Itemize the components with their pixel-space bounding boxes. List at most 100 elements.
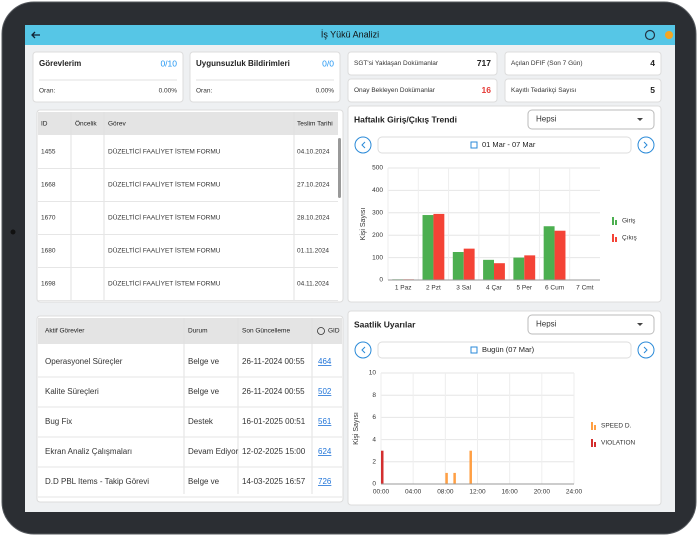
table-cell: 12-02-2025 15:00 <box>242 447 306 456</box>
panel <box>348 311 661 505</box>
bar <box>524 255 535 280</box>
table-cell: 27.10.2024 <box>297 182 330 189</box>
table-cell: Belge ve <box>188 477 220 486</box>
table-cell: DÜZELTİCİ FAALİYET İSTEM FORMU <box>108 213 221 222</box>
bar <box>513 258 524 280</box>
x-tick-label: 16:00 <box>502 489 519 496</box>
camera <box>11 230 16 235</box>
x-tick-label: 08:00 <box>437 489 454 496</box>
x-tick-label: 00:00 <box>373 489 390 496</box>
stat-label: Onay Bekleyen Dokümanlar <box>354 87 436 94</box>
y-tick-label: 100 <box>372 254 383 261</box>
gid-link[interactable]: 464 <box>318 357 332 366</box>
table-cell: 04.11.2024 <box>297 281 329 288</box>
table-cell: 26-11-2024 00:55 <box>242 387 305 396</box>
legend-label: Giriş <box>622 218 636 225</box>
y-tick-label: 0 <box>372 481 376 488</box>
y-tick-label: 300 <box>372 210 383 217</box>
card-value: 0/10 <box>160 58 177 68</box>
table-cell: 16-01-2025 00:51 <box>242 417 306 426</box>
table-cell: DÜZELTİCİ FAALİYET İSTEM FORMU <box>108 180 221 189</box>
x-tick-label: 6 Cum <box>545 285 564 292</box>
table-cell: 1680 <box>41 248 56 255</box>
legend-label: Çıkış <box>622 235 638 242</box>
y-tick-label: 400 <box>372 187 383 194</box>
table-cell: Ekran Analiz Çalışmaları <box>45 447 132 456</box>
legend-swatch <box>591 439 593 447</box>
scrollbar[interactable] <box>338 138 341 198</box>
table-cell: Kalite Süreçleri <box>45 387 99 396</box>
table-cell: Belge ve <box>188 357 220 366</box>
gid-link[interactable]: 624 <box>318 447 332 456</box>
x-tick-label: 3 Sal <box>456 285 471 292</box>
y-tick-label: 500 <box>372 165 383 172</box>
column-header: Durum <box>188 328 208 335</box>
prev-button[interactable] <box>355 342 371 358</box>
bar <box>483 260 494 280</box>
prev-button[interactable] <box>355 137 371 153</box>
table-cell: 1455 <box>41 149 56 156</box>
bar <box>433 214 444 280</box>
x-tick-label: 4 Çar <box>486 285 503 292</box>
stat-value: 5 <box>650 85 655 95</box>
column-header: Öncelik <box>75 120 97 128</box>
column-header: GID <box>328 328 340 335</box>
stat-label: Kayıtlı Tedarikçi Sayısı <box>511 87 576 94</box>
legend-label: SPEED D. <box>601 423 632 430</box>
legend-swatch <box>594 442 596 447</box>
column-header: ID <box>41 121 48 128</box>
next-button[interactable] <box>638 137 654 153</box>
card-value: 0/0 <box>322 58 334 68</box>
bar <box>555 231 566 280</box>
bar <box>544 226 555 280</box>
column-header: Son Güncelleme <box>242 328 290 335</box>
bar <box>445 473 448 484</box>
table-cell: 1698 <box>41 281 56 288</box>
filter-value: Hepsi <box>536 320 557 329</box>
table-cell: DÜZELTİCİ FAALİYET İSTEM FORMU <box>108 279 221 288</box>
legend-swatch <box>591 422 593 430</box>
legend-swatch <box>615 237 617 242</box>
next-button[interactable] <box>638 342 654 358</box>
notification-icon[interactable] <box>665 31 673 39</box>
legend-swatch <box>615 220 617 225</box>
table-cell: DÜZELTİCİ FAALİYET İSTEM FORMU <box>108 147 221 156</box>
table-cell: Bug Fix <box>45 417 72 426</box>
x-tick-label: 12:00 <box>469 489 486 496</box>
gid-link[interactable]: 502 <box>318 387 332 396</box>
gid-link[interactable]: 726 <box>318 477 332 486</box>
chart-title: Saatlik Uyarılar <box>354 319 416 329</box>
table-cell: DÜZELTİCİ FAALİYET İSTEM FORMU <box>108 246 221 255</box>
y-tick-label: 2 <box>372 459 376 466</box>
table-cell: Belge ve <box>188 387 220 396</box>
y-axis-label: Kişi Sayısı <box>353 412 360 445</box>
y-tick-label: 6 <box>372 414 376 421</box>
x-tick-label: 1 Paz <box>395 285 412 292</box>
table-cell: 01.11.2024 <box>297 248 329 255</box>
gid-link[interactable]: 561 <box>318 417 332 426</box>
legend-swatch <box>594 425 596 430</box>
bar <box>469 451 472 484</box>
panel <box>37 110 343 302</box>
x-tick-label: 20:00 <box>534 489 551 496</box>
x-tick-label: 2 Pzt <box>426 285 441 292</box>
period-label: Bugün (07 Mar) <box>482 345 535 354</box>
legend-swatch <box>612 217 614 225</box>
x-tick-label: 04:00 <box>405 489 422 496</box>
y-tick-label: 8 <box>372 392 376 399</box>
table-cell: Devam Ediyor <box>188 447 239 456</box>
y-tick-label: 0 <box>379 277 383 284</box>
period-label: 01 Mar - 07 Mar <box>482 140 536 149</box>
y-tick-label: 4 <box>372 436 376 443</box>
column-header: Teslim Tarihi <box>297 121 333 128</box>
table-cell: 26-11-2024 00:55 <box>242 357 305 366</box>
card-title: Uygunsuzluk Bildirimleri <box>196 59 290 68</box>
table-cell: D.D PBL Items - Takip Görevi <box>45 477 149 486</box>
legend-label: VIOLATION <box>601 440 635 447</box>
y-tick-label: 10 <box>369 370 377 377</box>
bar <box>464 249 475 280</box>
stat-value: 16 <box>482 85 492 95</box>
x-tick-label: 7 Cmt <box>576 285 594 292</box>
table-cell: Destek <box>188 417 214 426</box>
